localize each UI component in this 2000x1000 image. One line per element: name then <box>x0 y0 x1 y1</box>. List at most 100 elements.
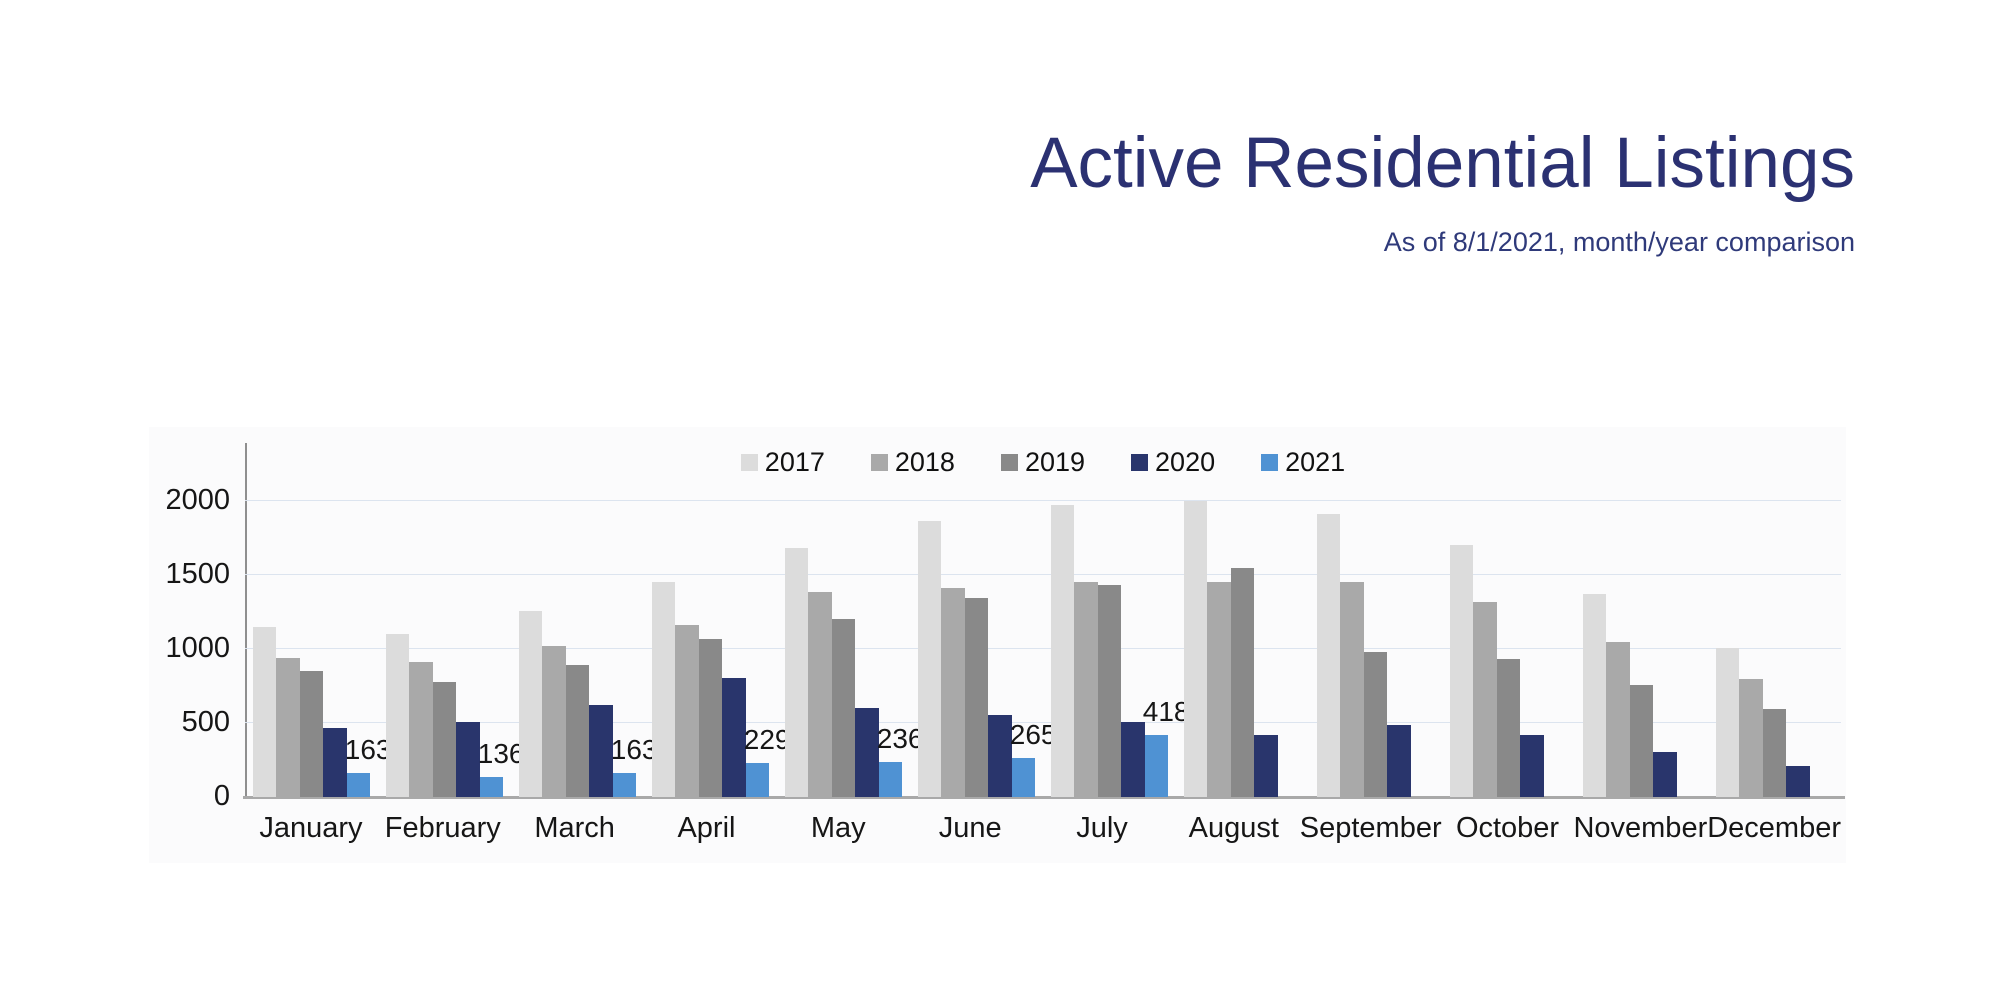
bar-2021-july: 418 <box>1143 698 1189 797</box>
bar-2018-june <box>941 588 965 797</box>
bar-group-august <box>1176 443 1309 797</box>
bar-2018-february <box>409 661 433 797</box>
bar-2020-march <box>589 705 613 797</box>
x-tick-april: April <box>677 812 736 844</box>
bar-2017-april <box>651 581 676 797</box>
bar-2019-november <box>1629 685 1654 797</box>
y-tick-1500: 1500 <box>165 558 230 590</box>
bar-2019-july <box>1097 584 1122 797</box>
bar-2020-november <box>1653 751 1677 797</box>
x-tick-june: June <box>938 812 1002 844</box>
bar-2017-september <box>1316 513 1341 797</box>
bar-2017-august <box>1183 501 1208 797</box>
legend-swatch-2019 <box>1000 454 1018 471</box>
y-axis-line <box>245 443 247 799</box>
x-tick-august: August <box>1188 812 1279 844</box>
bar-group-november <box>1575 443 1708 797</box>
gridline-2000 <box>245 499 1841 501</box>
bar-2021-january: 163 <box>345 735 391 797</box>
legend-item-2020: 2020 <box>1131 447 1215 478</box>
chart-legend: 2017 2018 2019 2020 2021 <box>245 447 1841 478</box>
bar-group-april: 229 <box>644 443 790 797</box>
bar-group-june: 265 <box>910 443 1056 797</box>
legend-item-2017: 2017 <box>740 447 825 478</box>
bar-group-october <box>1442 443 1575 797</box>
legend-label-2018: 2018 <box>894 447 955 477</box>
bar-2019-may <box>831 618 856 797</box>
bar-2019-february <box>432 682 457 797</box>
x-axis-line <box>243 796 1845 799</box>
gridline-1000 <box>245 647 1841 649</box>
bar-2018-august <box>1207 581 1231 797</box>
bar-2020-may <box>855 708 879 797</box>
legend-swatch-2021 <box>1261 454 1279 471</box>
chart-header: Active Residential Listings As of 8/1/20… <box>1030 118 1855 259</box>
bar-2019-august <box>1230 567 1255 797</box>
bar-2017-january <box>252 626 277 797</box>
bar-2017-july <box>1050 504 1075 797</box>
bar-2020-february <box>456 721 480 797</box>
bar-2021-march: 163 <box>611 735 657 797</box>
x-tick-february: February <box>384 812 501 844</box>
bar-2017-march <box>518 611 543 797</box>
bar-2017-february <box>385 634 410 797</box>
bar-2017-december <box>1715 647 1740 797</box>
value-label-april-2021: 229 <box>743 724 791 756</box>
bar-group-february: 136 <box>378 443 524 797</box>
page-title: Active Residential Listings <box>1030 124 1855 203</box>
bar-group-january: 163 <box>245 443 391 797</box>
value-label-july-2021: 418 <box>1142 696 1190 728</box>
y-tick-2000: 2000 <box>165 484 230 516</box>
bar-2019-june <box>964 597 989 797</box>
bar-2019-april <box>698 638 723 797</box>
bar-2021-may: 236 <box>877 725 923 797</box>
y-tick-1000: 1000 <box>165 632 230 664</box>
x-tick-december: December <box>1707 812 1842 844</box>
bar-2020-january <box>323 728 347 797</box>
bar-2020-september <box>1387 725 1411 797</box>
bars-row: 163 136 163 229 236 265 418 <box>245 443 1841 797</box>
legend-label-2021: 2021 <box>1285 447 1346 477</box>
bar-group-march: 163 <box>511 443 657 797</box>
value-label-march-2021: 163 <box>610 733 658 765</box>
x-tick-july: July <box>1076 812 1128 844</box>
legend-swatch-2018 <box>870 454 888 471</box>
bar-2018-july <box>1074 581 1098 797</box>
bar-2018-april <box>675 625 699 797</box>
bar-2020-august <box>1254 734 1278 797</box>
bar-2019-december <box>1762 708 1787 797</box>
y-tick-0: 0 <box>213 780 230 812</box>
chart-subtitle: As of 8/1/2021, month/year comparison <box>1383 227 1855 258</box>
bar-2020-april <box>722 677 746 797</box>
legend-item-2021: 2021 <box>1261 447 1345 478</box>
gridline-500 <box>245 721 1841 723</box>
bar-2018-december <box>1739 678 1763 797</box>
bar-2021-june: 265 <box>1010 720 1056 797</box>
bar-2020-july <box>1121 721 1145 797</box>
bar-group-september <box>1309 443 1442 797</box>
legend-swatch-2017 <box>740 454 758 471</box>
value-label-january-2021: 163 <box>344 733 392 765</box>
bar-2019-january <box>299 671 324 797</box>
bar-2019-march <box>565 665 590 797</box>
x-tick-january: January <box>259 812 363 844</box>
x-tick-september: September <box>1299 812 1442 844</box>
bar-2021-february: 136 <box>478 739 524 797</box>
bar-2020-june <box>988 714 1012 797</box>
bar-2020-december <box>1786 765 1810 797</box>
value-label-february-2021: 136 <box>477 737 525 769</box>
value-label-june-2021: 265 <box>1009 718 1057 750</box>
legend-item-2018: 2018 <box>870 447 955 478</box>
bar-2017-may <box>784 547 809 797</box>
bar-2017-june <box>917 520 942 797</box>
y-axis-labels: 0 500 1000 1500 2000 <box>110 443 230 823</box>
bar-2018-january <box>276 657 300 797</box>
legend-label-2017: 2017 <box>764 447 825 477</box>
bar-2018-may <box>808 592 832 797</box>
bar-2021-april: 229 <box>744 726 790 797</box>
x-tick-may: May <box>810 812 866 844</box>
x-tick-november: November <box>1573 812 1708 844</box>
bar-2020-october <box>1520 734 1544 797</box>
bar-group-december <box>1708 443 1841 797</box>
bar-2017-october <box>1449 544 1474 797</box>
